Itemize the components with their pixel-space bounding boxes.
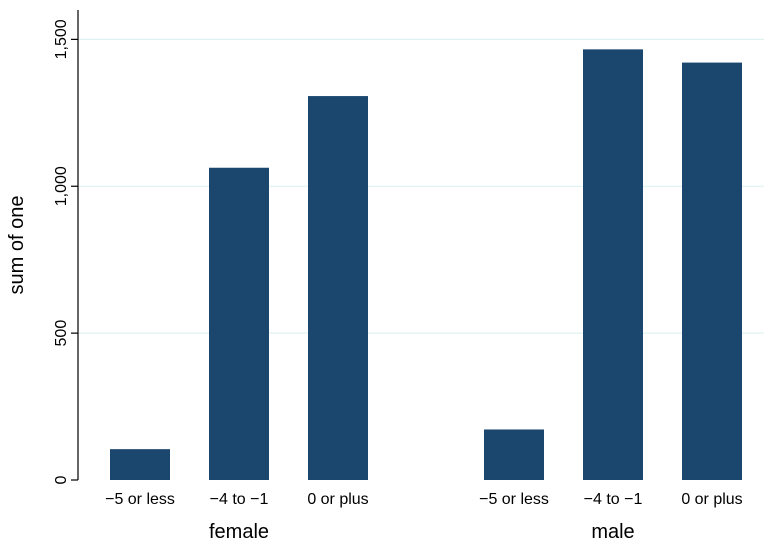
bar-male-2: [583, 49, 643, 481]
x-tick-label: 0 or plus: [681, 491, 742, 508]
bar-female-2: [209, 167, 269, 480]
bar-female-3: [308, 96, 368, 480]
bars: [110, 49, 742, 481]
x-tick-label: −4 to −1: [584, 491, 643, 508]
group-label-female: female: [209, 521, 269, 543]
y-tick-label: 0: [53, 475, 70, 484]
group-label-male: male: [591, 521, 634, 543]
x-axis-labels: −5 or less −4 to −1 0 or plus female −5 or l…: [105, 491, 743, 543]
x-tick-label: −4 to −1: [210, 491, 269, 508]
x-tick-label: −5 or less: [105, 491, 175, 508]
bar-female-1: [110, 449, 170, 480]
y-tick-label: 1,000: [53, 166, 70, 206]
bar-male-1: [484, 429, 544, 480]
y-tick-label: 500: [53, 320, 70, 347]
x-tick-label: 0 or plus: [307, 491, 368, 508]
y-axis-ticks: 0 500 1,000 1,500: [53, 19, 78, 484]
bar-male-3: [682, 62, 742, 481]
x-tick-label: −5 or less: [479, 491, 549, 508]
y-tick-label: 1,500: [53, 19, 70, 59]
gridlines: [78, 38, 764, 334]
y-axis-title: sum of one: [6, 196, 28, 295]
